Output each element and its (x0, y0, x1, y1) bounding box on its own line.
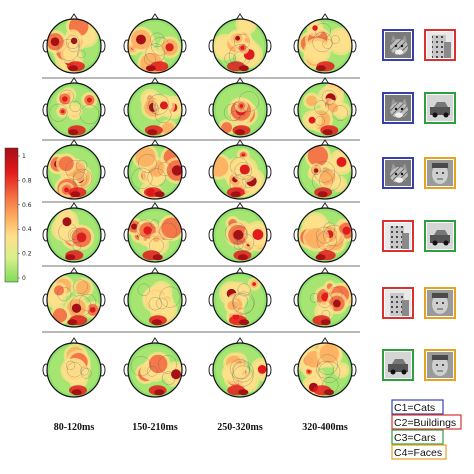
scalp-outline (297, 342, 353, 398)
scalp-outline (297, 82, 353, 138)
car-thumbnail (427, 95, 453, 121)
scalp-outline (297, 272, 353, 328)
scalp-outline (46, 144, 102, 200)
legend-label-faces: C4=Faces (394, 447, 442, 459)
legend-label-buildings: C2=Buildings (394, 417, 456, 429)
stimulus-pairs (382, 29, 456, 381)
colorbar-gradient (4, 147, 19, 283)
stimulus-pair (382, 220, 456, 252)
colorbar-tick-label: 0.8 (22, 177, 32, 184)
legend-box-cars (391, 429, 444, 445)
topomap (123, 202, 187, 263)
scalp-outline (297, 144, 353, 200)
cat-thumbnail (385, 32, 411, 58)
topomap (208, 139, 272, 200)
cat-thumbnail (385, 95, 411, 121)
topomap (42, 77, 106, 138)
scalp-outline (212, 207, 268, 263)
face-thumbnail (427, 290, 453, 316)
scalp-outline (127, 207, 183, 263)
face-thumbnail (427, 352, 453, 378)
time-label-1: 80-120ms (54, 422, 95, 433)
colorbar-tick-label: 0 (22, 275, 26, 282)
topomap (293, 337, 357, 398)
topomap (208, 337, 272, 398)
legend-box-buildings (391, 414, 462, 430)
time-label-2: 150-210ms (132, 422, 178, 433)
legend-box-cats (391, 399, 444, 415)
scalp-outline (212, 272, 268, 328)
topomap (123, 77, 187, 138)
topomap (42, 139, 106, 200)
category-legend: C1=Cats C2=Buildings C3=Cars C4=Faces (391, 399, 462, 460)
building-thumbnail (385, 290, 411, 316)
scalp-outline (212, 144, 268, 200)
topomap (123, 267, 187, 328)
stimulus-pair (382, 287, 456, 319)
building-thumbnail (427, 32, 453, 58)
topomap (42, 267, 106, 328)
topomap (42, 13, 106, 74)
topomap (293, 139, 357, 200)
cat-thumbnail (385, 160, 411, 186)
topomap (293, 13, 357, 74)
time-label-4: 320-400ms (302, 422, 348, 433)
row-separators (42, 77, 360, 333)
scalp-outline (46, 82, 102, 138)
stimulus-pair (382, 92, 456, 124)
scalp-outline (127, 342, 183, 398)
face-thumbnail (427, 160, 453, 186)
legend-box-faces (391, 444, 447, 460)
legend-label-cars: C3=Cars (394, 432, 436, 444)
stimulus-pair (382, 29, 456, 61)
topomap (293, 202, 357, 263)
topomap (42, 202, 106, 263)
topography-grid (42, 13, 357, 398)
scalp-outline (46, 18, 102, 74)
time-window-labels: 80-120ms 150-210ms 250-320ms 320-400ms (54, 422, 348, 433)
scalp-outline (127, 272, 183, 328)
topomap (208, 13, 272, 74)
scalp-outline (127, 144, 183, 200)
topomap (123, 13, 187, 74)
car-thumbnail (427, 223, 453, 249)
scalp-outline (46, 272, 102, 328)
topomap (293, 267, 357, 328)
car-thumbnail (385, 352, 411, 378)
topomap (208, 202, 272, 263)
stimulus-pair (382, 157, 456, 189)
topomap (208, 267, 272, 328)
scalp-outline (212, 342, 268, 398)
topomap (123, 139, 187, 200)
topomap (208, 77, 272, 138)
building-thumbnail (385, 223, 411, 249)
scalp-outline (297, 18, 353, 74)
topomap (42, 337, 106, 398)
stimulus-pair (382, 349, 456, 381)
topomap (123, 337, 187, 398)
colorbar-tick-label: 0.6 (22, 202, 32, 209)
scalp-outline (127, 18, 183, 74)
colorbar-tick-label: 1 (22, 153, 26, 160)
colorbar: 1 0.8 0.6 0.4 0.2 0 (4, 147, 32, 283)
scalp-outline (212, 18, 268, 74)
colorbar-tick-label: 0.4 (22, 226, 32, 233)
scalp-outline (212, 82, 268, 138)
scalp-outline (297, 207, 353, 263)
scalp-outline (46, 207, 102, 263)
topomap (293, 77, 357, 138)
time-label-3: 250-320ms (217, 422, 263, 433)
colorbar-tick-label: 0.2 (22, 251, 32, 258)
scalp-outline (46, 342, 102, 398)
legend-label-cats: C1=Cats (394, 402, 435, 414)
scalp-outline (127, 82, 183, 138)
